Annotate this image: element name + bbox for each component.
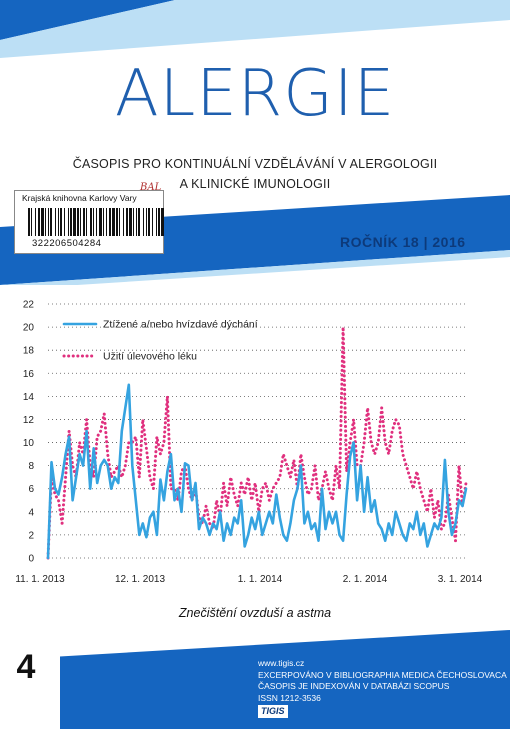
middle-blue-band — [0, 195, 510, 285]
barcode-bar — [93, 208, 94, 236]
y-tick-label: 14 — [23, 392, 35, 403]
barcode-bar — [35, 208, 36, 236]
barcode-bar — [106, 208, 107, 236]
y-tick-label: 8 — [28, 461, 34, 472]
barcode-bar — [48, 208, 49, 236]
barcode-bar — [148, 208, 150, 236]
legend-label: Ztížené a/nebo hvízdavé dýchání — [103, 319, 258, 331]
barcode-bar — [119, 208, 120, 236]
chart-legend: Ztížené a/nebo hvízdavé dýchání Užití úle… — [62, 319, 258, 363]
barcode-bar — [99, 208, 102, 236]
chart-lines — [46, 325, 468, 560]
barcode-bar — [96, 208, 97, 236]
barcode-bar — [70, 208, 72, 236]
barcode-bar — [143, 208, 144, 236]
barcode-bar — [38, 208, 40, 236]
y-tick-label: 2 — [28, 530, 34, 541]
barcode-bar — [156, 208, 157, 236]
journal-subtitle: ČASOPIS PRO KONTINUÁLNÍ VZDĚLÁVÁNÍ V ALE… — [0, 154, 510, 194]
series-line-wheezing — [46, 383, 468, 560]
barcode-bar — [90, 208, 92, 236]
journal-title: ALERGIE — [114, 57, 396, 131]
barcode-bar — [77, 208, 79, 236]
y-tick-label: 22 — [23, 300, 35, 311]
subtitle-line-2: A KLINICKÉ IMUNOLOGII — [179, 177, 331, 191]
y-tick-label: 6 — [28, 484, 34, 495]
barcode-bar — [103, 208, 104, 236]
barcode-bar — [58, 208, 59, 236]
line-chart: 0 2 4 6 8 10 12 14 16 18 20 22 11. 1. 2013 12. 1. 20… — [15, 300, 482, 586]
barcode-bar — [50, 208, 52, 236]
barcode-bar — [138, 208, 140, 236]
x-tick-label: 2. 1. 2014 — [343, 574, 388, 585]
barcode-bar — [86, 208, 87, 236]
top-band-light — [0, 0, 510, 58]
barcode-bar — [123, 208, 124, 236]
y-tick-label: 16 — [23, 369, 35, 380]
subtitle-line-1: ČASOPIS PRO KONTINUÁLNÍ VZDĚLÁVÁNÍ V ALE… — [72, 157, 438, 171]
barcode-bar — [116, 208, 118, 236]
top-blue-band — [0, 0, 510, 58]
y-tick-label: 18 — [23, 346, 35, 357]
barcode-bar — [31, 208, 32, 236]
issue-box — [0, 638, 60, 729]
barcode-bar — [146, 208, 147, 236]
y-tick-label: 12 — [23, 415, 35, 426]
footer-website[interactable]: www.tigis.cz — [258, 658, 305, 668]
library-name: Krajská knihovna Karlovy Vary — [22, 193, 137, 203]
barcode-bar — [112, 208, 115, 236]
bottom-blue-band — [0, 630, 510, 729]
footer-issn: ISSN 1212-3536 — [258, 692, 321, 703]
barcode-bar — [133, 208, 134, 236]
barcode-bar — [73, 208, 76, 236]
x-tick-label: 12. 1. 2013 — [115, 574, 165, 585]
mid-band-dark — [0, 195, 510, 285]
y-tick-label: 20 — [23, 323, 35, 334]
mid-band-light — [0, 250, 510, 285]
y-tick-label: 0 — [28, 554, 34, 565]
barcode-bar — [45, 208, 46, 236]
series-line-reliever-use — [46, 325, 468, 560]
footer-info: www.tigis.cz EXCERPOVÁNO V BIBLIOGRAPHIA… — [258, 658, 507, 704]
barcode-bar — [129, 208, 132, 236]
barcode-bar — [55, 208, 56, 236]
y-tick-label: 10 — [23, 438, 35, 449]
barcode-bar — [28, 208, 30, 236]
barcode-bar — [126, 208, 128, 236]
barcode-number: 322206504284 — [32, 238, 102, 249]
barcode-bar — [60, 208, 62, 236]
barcode-bar — [83, 208, 85, 236]
y-tick-labels: 0 2 4 6 8 10 12 14 16 18 20 22 — [23, 300, 35, 565]
volume-year: ROČNÍK 18 | 2016 — [340, 234, 466, 250]
barcode-bar — [161, 208, 164, 236]
handwritten-note: BAL — [140, 182, 162, 193]
barcode-bar — [64, 208, 65, 236]
barcode-bar — [158, 208, 160, 236]
x-tick-label: 1. 1. 2014 — [238, 574, 283, 585]
publisher-logo: TIGIS — [258, 705, 288, 718]
barcode-bar — [68, 208, 69, 236]
chart-caption: Znečištění ovzduší a astma — [178, 606, 332, 620]
footer-line-2: ČASOPIS JE INDEXOVÁN V DATABÁZI SCOPUS — [258, 681, 450, 691]
x-tick-labels: 11. 1. 2013 12. 1. 2013 1. 1. 2014 2. 1. 20… — [15, 574, 482, 585]
barcode-bar — [109, 208, 111, 236]
barcode-bar — [152, 208, 153, 236]
y-tick-label: 4 — [28, 507, 34, 518]
barcode-bar — [41, 208, 44, 236]
barcode-bar — [80, 208, 81, 236]
barcode-bar — [136, 208, 137, 236]
bottom-band-dark — [0, 630, 510, 729]
footer-line-1: EXCERPOVÁNO V BIBLIOGRAPHIA MEDICA ČECHO… — [258, 669, 507, 680]
legend-label: Užití úlevového léku — [103, 351, 197, 363]
x-tick-label: 11. 1. 2013 — [15, 574, 65, 585]
barcode — [28, 208, 164, 236]
issue-number: 4 — [16, 648, 36, 686]
x-tick-label: 3. 1. 2014 — [438, 574, 483, 585]
